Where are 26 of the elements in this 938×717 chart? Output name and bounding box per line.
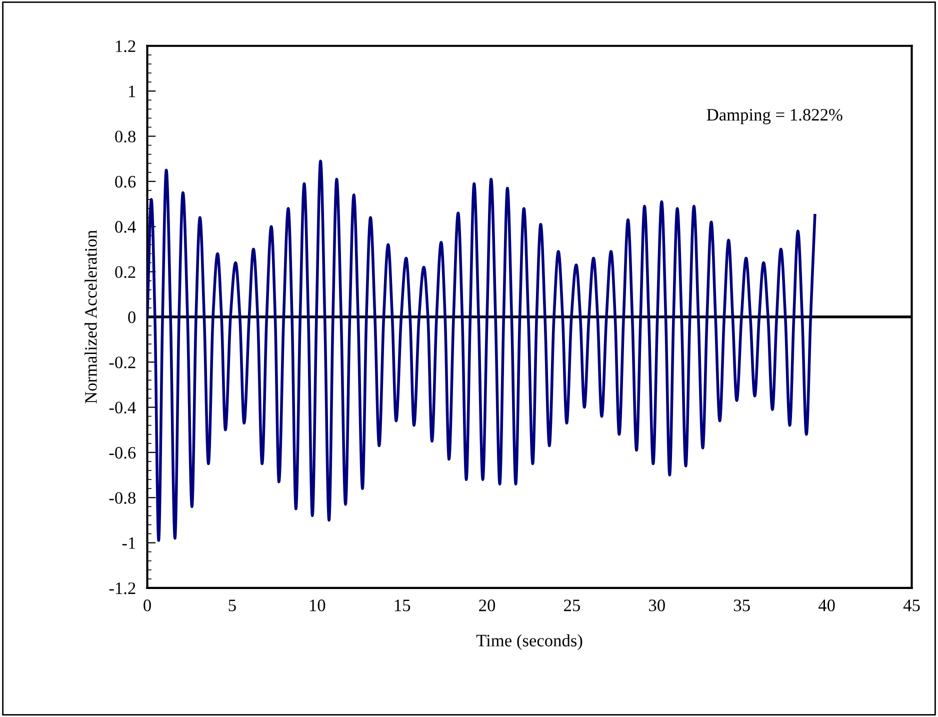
x-tick-label: 20 (479, 600, 496, 612)
y-tick-label: 0.2 (115, 266, 136, 278)
x-tick-label: 30 (649, 600, 665, 612)
y-axis-title: Normalized Acceleration (84, 230, 97, 404)
y-tick-label: 0.6 (115, 176, 136, 188)
x-tick-label: 0 (144, 600, 151, 612)
y-tick-label: 0 (128, 311, 136, 324)
y-tick-label: -0.4 (109, 402, 136, 414)
y-tick-label: -0.2 (109, 356, 136, 368)
x-tick-label: 40 (818, 600, 835, 612)
x-tick-label: 25 (564, 600, 580, 612)
x-tick-label: 10 (310, 600, 326, 612)
y-tick-label: 1 (129, 86, 136, 98)
x-tick-label: 45 (903, 600, 920, 612)
annotation: Damping = 1.822% (706, 108, 842, 124)
y-tick-label: 0.4 (115, 221, 136, 233)
y-tick-label: -1 (122, 537, 136, 549)
x-axis-title: Time (seconds) (476, 634, 582, 650)
y-tick-label: -1.2 (109, 582, 136, 594)
x-tick-label: 5 (228, 600, 236, 612)
y-tick-label: 0.8 (115, 130, 136, 142)
y-tick-label: -0.8 (109, 492, 136, 504)
y-tick-label: -0.6 (109, 446, 136, 459)
x-tick-label: 35 (734, 600, 750, 612)
x-tick-label: 15 (394, 600, 410, 612)
y-tick-label: 1.2 (116, 40, 136, 52)
